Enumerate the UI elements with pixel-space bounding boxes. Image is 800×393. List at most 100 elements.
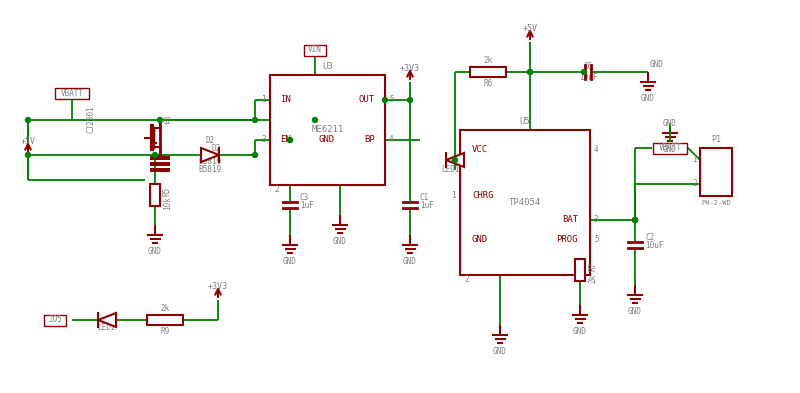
Text: IO5: IO5 (48, 316, 62, 325)
Circle shape (582, 70, 586, 75)
Text: GND: GND (663, 119, 677, 128)
Bar (150, 168, 170, 172)
Text: Q2: Q2 (163, 117, 172, 126)
Text: EN: EN (280, 136, 290, 145)
Text: VBATT: VBATT (658, 143, 682, 152)
Bar (150, 162, 170, 166)
Text: 1: 1 (692, 156, 697, 165)
Bar (147, 315, 183, 325)
Text: GND: GND (641, 94, 655, 103)
Text: 2: 2 (464, 275, 469, 284)
Polygon shape (201, 148, 219, 162)
Text: GND: GND (650, 60, 664, 69)
Text: CJ2301: CJ2301 (87, 105, 96, 133)
Circle shape (453, 158, 458, 162)
Bar (460, 130, 590, 275)
Text: TP4054: TP4054 (509, 198, 541, 207)
Text: CHRG: CHRG (472, 191, 494, 200)
Text: B5819: B5819 (198, 157, 222, 166)
Circle shape (313, 118, 318, 123)
Bar (44, 314, 66, 325)
Text: 2k: 2k (588, 274, 597, 283)
Text: GND: GND (283, 257, 297, 266)
Circle shape (287, 138, 293, 143)
Text: VBATT: VBATT (61, 88, 83, 97)
Circle shape (158, 118, 162, 123)
Text: C6: C6 (583, 62, 593, 71)
Polygon shape (446, 153, 464, 167)
Text: 10uF: 10uF (645, 241, 663, 250)
Text: 1uF: 1uF (420, 200, 434, 209)
Text: C1: C1 (420, 193, 430, 202)
Text: IN: IN (280, 95, 290, 105)
Text: GND: GND (663, 145, 677, 154)
Text: 1: 1 (451, 191, 456, 200)
Text: 5: 5 (594, 235, 598, 244)
Text: 2: 2 (274, 185, 278, 194)
Text: B5819: B5819 (198, 165, 222, 174)
Text: VIN: VIN (308, 46, 322, 55)
Bar (150, 184, 160, 206)
Circle shape (26, 152, 30, 158)
Text: OUT: OUT (359, 95, 375, 105)
Circle shape (382, 97, 387, 103)
Text: GND: GND (573, 327, 587, 336)
Bar (150, 156, 170, 160)
Text: BP: BP (364, 136, 375, 145)
Text: 2k: 2k (483, 56, 493, 65)
Bar (575, 259, 585, 281)
Text: 10k: 10k (163, 196, 172, 210)
Circle shape (253, 118, 258, 123)
Text: U3: U3 (322, 62, 333, 71)
Text: +3V3: +3V3 (400, 64, 420, 73)
Text: GND: GND (472, 235, 488, 244)
Text: GND: GND (403, 257, 417, 266)
Circle shape (633, 217, 638, 222)
Text: GND: GND (319, 136, 335, 145)
Text: C2: C2 (645, 233, 654, 242)
Circle shape (253, 152, 258, 158)
Text: 3: 3 (594, 215, 598, 224)
Bar (700, 148, 732, 196)
Text: VCC: VCC (472, 145, 488, 154)
Circle shape (527, 70, 533, 75)
Text: 10uF: 10uF (578, 73, 598, 82)
Text: U5: U5 (520, 117, 530, 126)
Text: P1: P1 (711, 135, 721, 144)
Text: +5V: +5V (522, 24, 538, 33)
Text: GND: GND (493, 347, 507, 356)
Text: R5: R5 (163, 186, 172, 196)
Circle shape (26, 118, 30, 123)
Text: R9: R9 (160, 327, 170, 336)
Text: 2: 2 (692, 180, 697, 189)
Text: 1: 1 (262, 95, 266, 105)
Circle shape (153, 152, 158, 158)
Text: R7: R7 (588, 261, 597, 271)
Text: PROG: PROG (557, 235, 578, 244)
Text: 5: 5 (389, 95, 394, 105)
Text: LED2: LED2 (98, 323, 116, 332)
Bar (270, 75, 385, 185)
Bar (55, 88, 89, 99)
Text: LED1: LED1 (441, 165, 459, 174)
Text: D2: D2 (206, 136, 214, 145)
Text: GND: GND (628, 307, 642, 316)
Text: 1uF: 1uF (300, 200, 314, 209)
Circle shape (633, 217, 638, 222)
Text: GND: GND (148, 247, 162, 256)
Text: C3: C3 (300, 193, 310, 202)
Text: 2k: 2k (160, 304, 170, 313)
Text: BAT: BAT (562, 215, 578, 224)
Text: +3V3: +3V3 (208, 282, 228, 291)
Polygon shape (98, 313, 116, 327)
Text: PH-2-WD: PH-2-WD (701, 200, 731, 206)
Text: D2: D2 (212, 144, 222, 153)
Text: R6: R6 (483, 79, 493, 88)
Text: GND: GND (333, 237, 347, 246)
Text: ME6211: ME6211 (311, 125, 344, 134)
Bar (470, 67, 506, 77)
Text: 3: 3 (262, 136, 266, 145)
Bar (304, 44, 326, 55)
Text: +5V: +5V (21, 137, 35, 146)
Text: 4: 4 (594, 145, 598, 154)
